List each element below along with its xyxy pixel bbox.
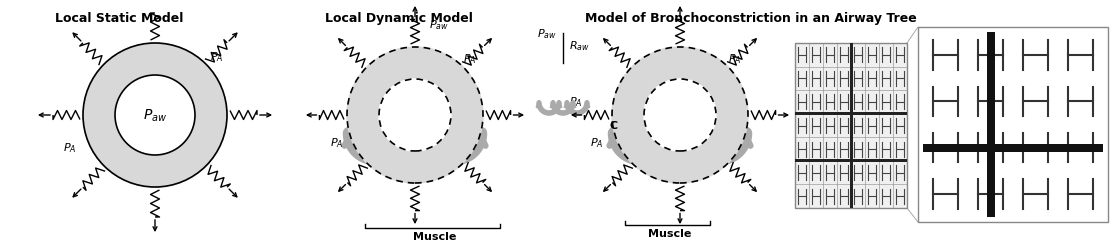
Circle shape	[83, 44, 227, 187]
Text: $P_A$: $P_A$	[63, 140, 76, 154]
Text: $P_A$: $P_A$	[590, 136, 604, 149]
Text: Model of Bronchoconstriction in an Airway Tree: Model of Bronchoconstriction in an Airwa…	[585, 12, 917, 25]
Bar	[923, 144, 1103, 152]
Text: $P_A$: $P_A$	[569, 95, 582, 108]
Text: Local Dynamic Model: Local Dynamic Model	[325, 12, 473, 25]
Text: $P_{aw}$: $P_{aw}$	[429, 18, 449, 32]
Text: $P_{aw}$: $P_{aw}$	[143, 107, 167, 124]
Bar	[987, 33, 995, 217]
Text: $R_{aw}$: $R_{aw}$	[569, 39, 590, 53]
Text: $P_A$: $P_A$	[463, 52, 476, 66]
Bar	[849, 44, 853, 208]
Circle shape	[347, 48, 483, 183]
Text: C: C	[609, 120, 617, 130]
Bar	[795, 44, 907, 208]
Bar	[795, 159, 907, 163]
Text: $P_A$: $P_A$	[211, 50, 224, 64]
Circle shape	[521, 64, 605, 148]
Text: $P_A$: $P_A$	[728, 52, 741, 66]
Text: Muscle: Muscle	[413, 231, 457, 241]
Circle shape	[379, 80, 451, 152]
Bar	[795, 112, 907, 116]
Circle shape	[612, 48, 748, 183]
Circle shape	[115, 76, 195, 156]
Text: $P_A$: $P_A$	[330, 136, 344, 149]
Text: Local Static Model: Local Static Model	[55, 12, 184, 25]
Text: $P_{aw}$: $P_{aw}$	[538, 27, 557, 41]
Text: Muscle: Muscle	[648, 228, 692, 238]
Bar	[918, 28, 1108, 222]
Circle shape	[644, 80, 716, 152]
